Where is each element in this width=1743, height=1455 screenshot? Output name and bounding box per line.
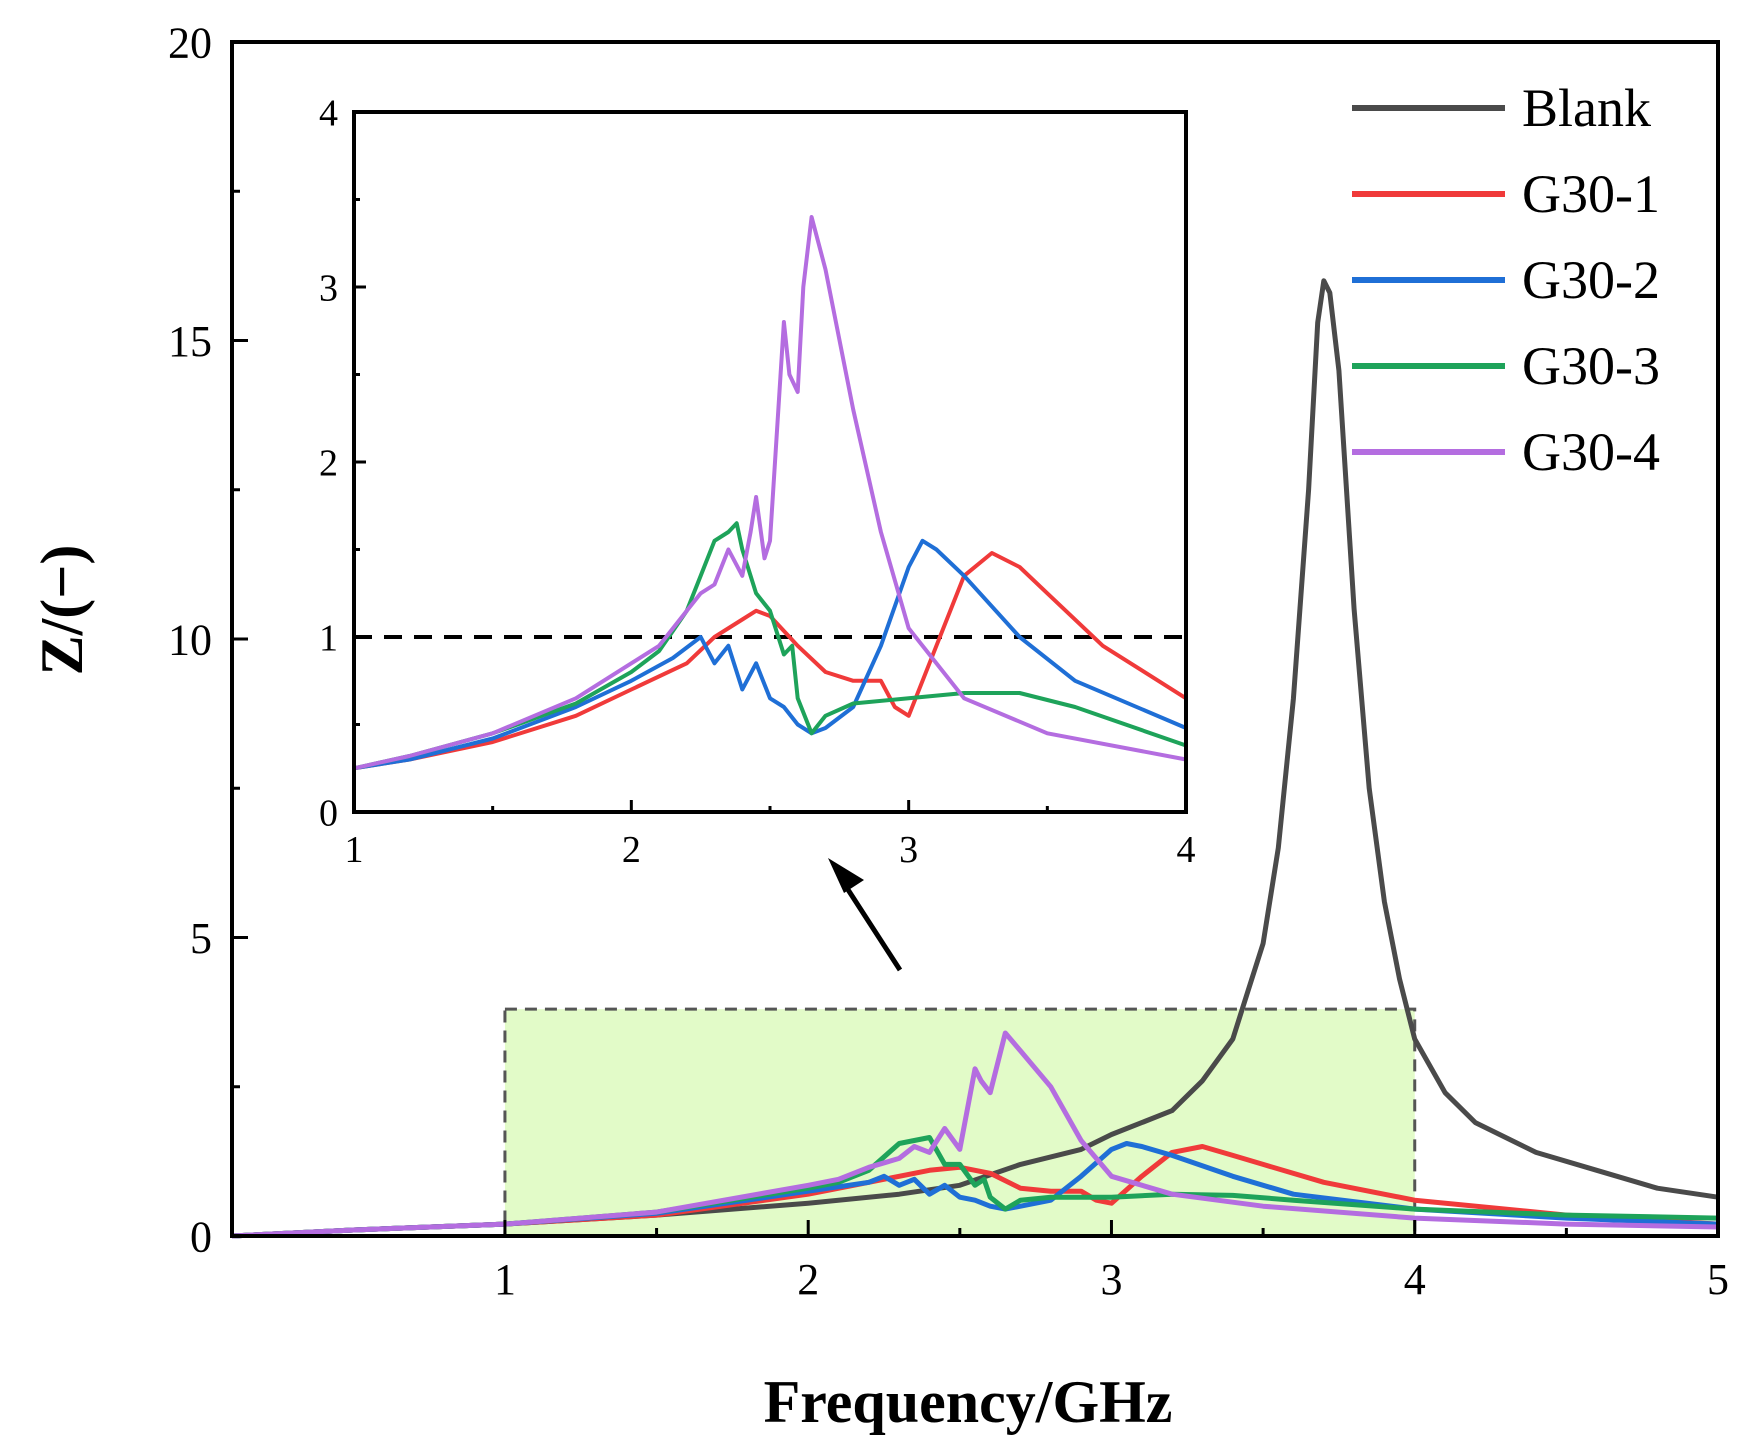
series-line-g30-3 bbox=[353, 521, 1187, 771]
series-line-g30-4 bbox=[231, 1030, 1719, 1239]
x-axis-title: Frequency/GHz bbox=[764, 1369, 1173, 1435]
series-line-g30-2 bbox=[231, 1141, 1719, 1239]
series-line-g30-2 bbox=[353, 538, 1187, 771]
y-tick-label: 10 bbox=[168, 615, 212, 664]
legend-label-blank: Blank bbox=[1522, 78, 1651, 138]
series-line-blank bbox=[231, 278, 1719, 1239]
y-tick-label: 20 bbox=[168, 18, 212, 67]
x-tick-label: 1 bbox=[345, 829, 364, 871]
inset-arrow bbox=[828, 858, 903, 972]
x-tick-label: 1 bbox=[494, 1255, 516, 1304]
y-tick-label: 3 bbox=[319, 267, 338, 309]
y-tick-label: 1 bbox=[319, 617, 338, 659]
legend-label-g30-1: G30-1 bbox=[1522, 164, 1660, 224]
y-tick-label: 4 bbox=[319, 92, 338, 134]
x-tick-label: 3 bbox=[1100, 1255, 1122, 1304]
legend: Blank G30-1 G30-2 G30-3 G30-4 bbox=[1352, 78, 1660, 482]
y-tick-label: 0 bbox=[319, 792, 338, 834]
series-line-g30-1 bbox=[353, 551, 1188, 771]
legend-label-g30-2: G30-2 bbox=[1522, 250, 1660, 310]
x-tick-label: 3 bbox=[899, 829, 918, 871]
series-line-g30-4 bbox=[353, 215, 1187, 771]
arrow-shaft bbox=[842, 883, 903, 972]
highlight-region bbox=[503, 1007, 1417, 1238]
legend-label-g30-4: G30-4 bbox=[1522, 422, 1660, 482]
y-tick-label: 2 bbox=[319, 442, 338, 484]
series-line-g30-3 bbox=[231, 1135, 1719, 1239]
series-line-g30-1 bbox=[231, 1144, 1719, 1239]
arrow-head bbox=[828, 858, 864, 893]
y-tick-label: 5 bbox=[190, 914, 212, 963]
y-axis-title: Z/(−) bbox=[29, 545, 95, 676]
x-tick-label: 2 bbox=[622, 829, 641, 871]
x-tick-label: 2 bbox=[797, 1255, 819, 1304]
x-tick-label: 4 bbox=[1177, 829, 1196, 871]
legend-label-g30-3: G30-3 bbox=[1522, 336, 1660, 396]
y-tick-label: 15 bbox=[168, 317, 212, 366]
x-tick-label: 5 bbox=[1707, 1255, 1729, 1304]
y-tick-label: 0 bbox=[190, 1212, 212, 1261]
inset-background bbox=[354, 112, 1186, 812]
x-tick-label: 4 bbox=[1404, 1255, 1426, 1304]
